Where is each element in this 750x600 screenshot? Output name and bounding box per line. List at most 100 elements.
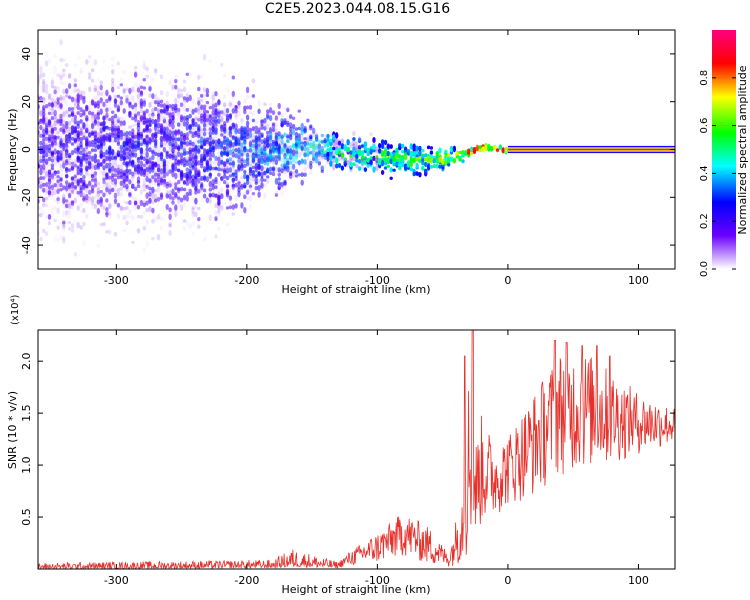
spectrogram-cell — [156, 197, 161, 203]
spectrogram-cell — [73, 139, 78, 144]
spectrogram-cell — [162, 108, 167, 114]
spectrogram-cell — [39, 183, 43, 190]
spectrogram-cell — [148, 101, 152, 108]
spectrogram-cell — [108, 185, 112, 190]
spectrogram-cell — [85, 115, 89, 121]
spectrogram-cell — [484, 144, 488, 152]
spectrogram-cell — [208, 186, 212, 190]
spectrogram-cell — [133, 144, 138, 149]
spectrogram-cell — [260, 145, 264, 150]
spectrogram-cell — [174, 194, 178, 201]
spectrogram-cell — [99, 158, 103, 162]
spectrogram-cell — [289, 171, 293, 176]
spectrogram-cell — [174, 141, 178, 148]
spectrogram-cell — [335, 138, 339, 144]
spectrogram-cell — [346, 160, 350, 164]
spectrogram-cell — [162, 170, 167, 176]
spectrogram-cell — [240, 167, 244, 172]
spectrogram-cell — [197, 100, 201, 106]
spectrogram-cell — [102, 151, 106, 158]
spectrogram-cell — [289, 130, 293, 137]
spectrogram-cell — [148, 197, 152, 205]
spectrogram-cell — [223, 138, 227, 144]
spectrogram-cell — [337, 140, 342, 146]
spectrogram-cell — [223, 179, 227, 185]
spectrogram-cell — [96, 162, 101, 168]
spectrogram-cell — [360, 163, 365, 170]
spectrogram-cell — [185, 171, 189, 175]
spectrogram-cell — [200, 175, 204, 181]
spectrogram-cell — [306, 136, 310, 144]
spectrogram-cell — [88, 75, 92, 80]
spectrogram-cell — [125, 97, 129, 104]
spectrogram-cell — [151, 77, 155, 82]
spectrogram-cell — [263, 122, 267, 128]
spectrogram-cell — [234, 172, 238, 179]
spectrogram-cell — [119, 120, 124, 127]
spectrogram-cell — [88, 184, 92, 190]
spectrogram-cell — [179, 93, 184, 98]
spectrogram-cell — [217, 145, 221, 151]
spectrogram-cell — [151, 138, 155, 143]
spectrogram-cell — [200, 197, 204, 203]
spectrogram-cell — [188, 223, 192, 230]
spectrogram-cell — [283, 142, 287, 148]
spectrogram-cell — [228, 174, 233, 180]
spectrogram-cell — [314, 151, 319, 156]
spectrogram-cell — [162, 131, 167, 135]
spectrogram-cell — [53, 218, 57, 223]
spectrogram-cell — [111, 130, 115, 136]
spectrogram-cell — [263, 151, 267, 155]
spectrogram-cell — [266, 136, 270, 144]
spectrogram-cell — [220, 133, 224, 137]
spectrogram-cell — [125, 175, 129, 182]
spectrogram-cell — [306, 118, 310, 123]
spectrogram-cell — [268, 142, 273, 148]
spectrogram-cell — [65, 199, 69, 203]
spectrogram-cell — [133, 113, 138, 118]
spectrogram-cell — [96, 194, 101, 200]
spectrogram-cell — [119, 152, 124, 156]
spectrogram-cell — [85, 214, 89, 220]
spectrogram-cell — [182, 79, 187, 84]
spectrogram-cell — [205, 175, 210, 181]
spectrogram-cell — [119, 164, 124, 171]
spectrogram-cell — [211, 151, 215, 156]
spectrogram-cell — [406, 149, 411, 153]
spectrogram-cell — [214, 125, 218, 133]
spectrogram-cell — [185, 107, 189, 112]
spectrogram-cell — [223, 94, 227, 99]
spectrogram-cell — [291, 123, 296, 130]
spectrogram-cell — [85, 126, 89, 133]
spectrogram-cell — [65, 152, 69, 159]
spectrogram-cell — [179, 184, 184, 189]
spectrogram-cell — [214, 193, 218, 199]
spectrogram-cell — [122, 69, 126, 75]
spectrogram-cell — [108, 162, 112, 166]
spectrogram-cell — [56, 97, 60, 101]
spectrogram-cell — [39, 64, 43, 70]
spectrogram-cell — [53, 135, 57, 140]
spectrogram-cell — [50, 190, 55, 197]
spectrogram-cell — [162, 146, 167, 153]
spectrogram-cell — [217, 107, 221, 114]
spectrogram-cell — [47, 93, 52, 98]
spectrogram-cell — [283, 170, 287, 175]
x-tick-label: 0 — [504, 574, 511, 587]
spectrogram-cell — [70, 166, 75, 173]
spectrogram-cell — [174, 211, 178, 218]
spectrogram-cell — [197, 224, 201, 229]
spectrogram-cell — [237, 184, 241, 189]
spectrogram-cell — [85, 185, 89, 189]
spectrogram-cell — [70, 189, 75, 195]
spectrogram-cell — [237, 138, 241, 144]
spectrogram-cell — [234, 126, 238, 134]
spectrogram-cell — [105, 112, 109, 118]
spectrogram-cell — [148, 119, 152, 124]
x-tick-label: 100 — [628, 574, 649, 587]
spectrogram-cell — [461, 150, 465, 155]
spectrogram-cell — [148, 131, 152, 137]
spectrogram-cell — [266, 157, 270, 163]
spectrogram-cell — [159, 165, 164, 171]
spectrogram-cell — [214, 167, 218, 171]
